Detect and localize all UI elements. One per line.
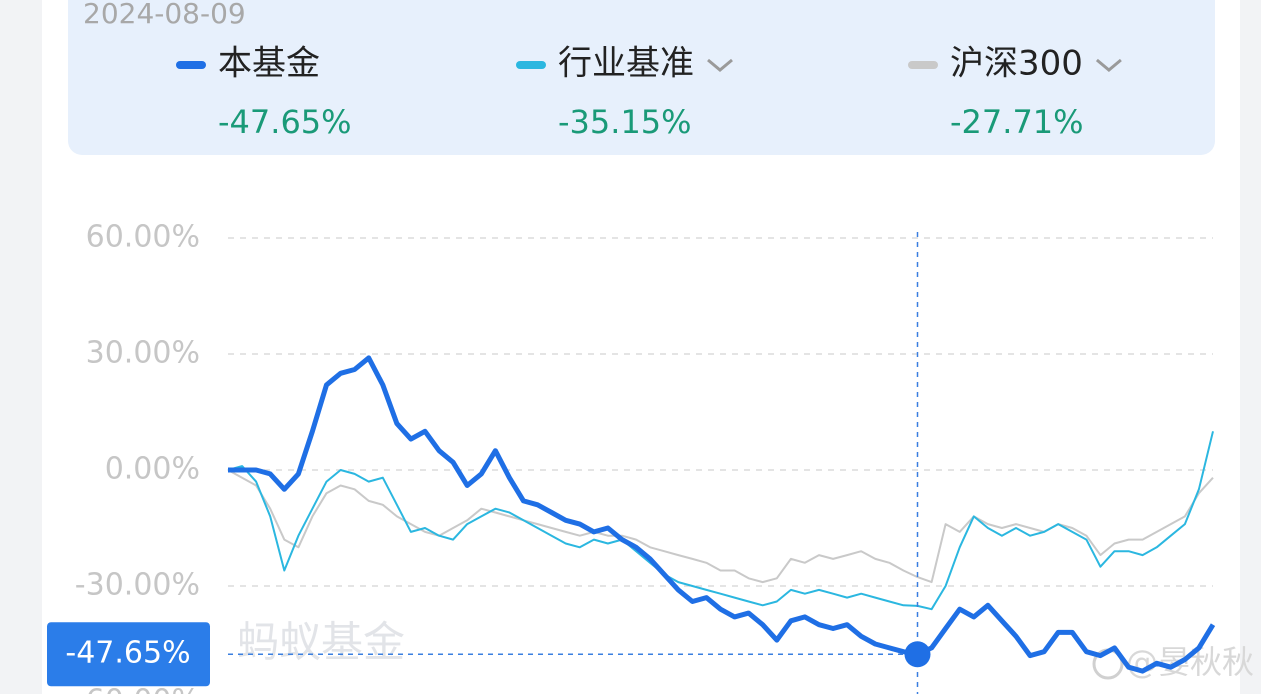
series-line bbox=[228, 355, 1216, 674]
y-tick-label: 30.00% bbox=[86, 336, 200, 371]
watermark: 蚂蚁基金 bbox=[237, 618, 405, 667]
legend-panel bbox=[68, 0, 1215, 155]
legend-name[interactable]: 行业基准 bbox=[558, 44, 694, 84]
y-tick-label: 0.00% bbox=[105, 452, 200, 487]
date: 2024-08-09 bbox=[83, 0, 246, 30]
legend-name: 本基金 bbox=[218, 44, 320, 84]
legend-name[interactable]: 沪深300 bbox=[950, 44, 1083, 84]
y-tick-label: -30.00% bbox=[75, 568, 200, 603]
credit: @晏秋秋 bbox=[1126, 643, 1254, 681]
crosshair-label-box bbox=[47, 622, 210, 687]
y-tick-label: -60.00% bbox=[75, 684, 200, 694]
y-tick-label: 60.00% bbox=[86, 220, 200, 255]
legend-value: -27.71% bbox=[950, 103, 1084, 141]
dropdown-chevron[interactable] bbox=[1095, 58, 1122, 72]
crosshair-point bbox=[904, 641, 931, 668]
dropdown-chevron[interactable] bbox=[707, 58, 733, 72]
series-line bbox=[227, 431, 1214, 611]
legend-value: -47.65% bbox=[218, 103, 352, 141]
crosshair-label: -47.65% bbox=[65, 636, 190, 671]
legend-value: -35.15% bbox=[558, 103, 692, 141]
